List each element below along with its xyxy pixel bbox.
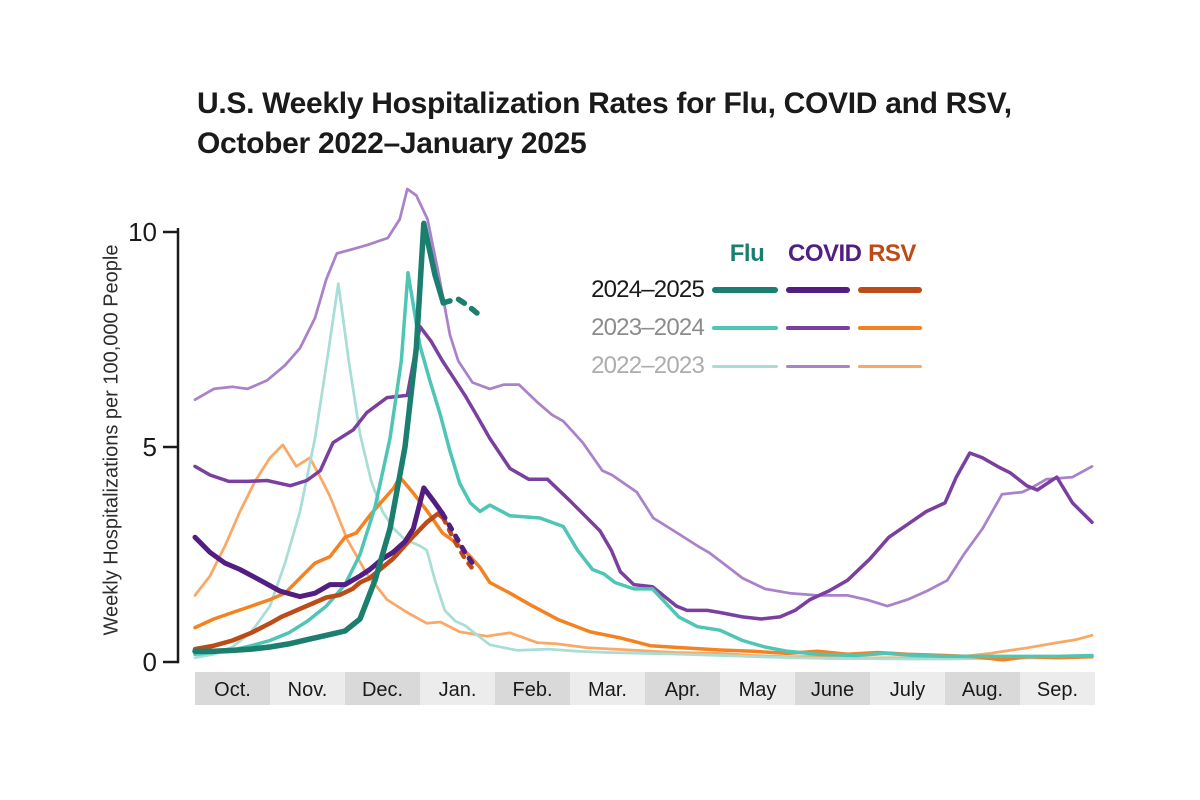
legend-swatch-rsv-2023-2024 xyxy=(858,326,922,330)
month-band-July xyxy=(870,672,945,705)
legend-row-label-2022-2023: 2022–2023 xyxy=(591,352,705,379)
month-label-Oct-: Oct. xyxy=(214,679,251,701)
legend-swatch-covid-2023-2024 xyxy=(786,326,850,330)
line-flu-2024-2025 xyxy=(192,220,447,655)
legend-swatch-covid-2022-2023 xyxy=(786,364,850,368)
month-band-May xyxy=(720,672,795,705)
month-label-May: May xyxy=(739,679,777,701)
legend-swatch-flu-2023-2024 xyxy=(712,326,778,330)
month-label-Jan-: Jan. xyxy=(439,679,477,701)
y-tick-label-5: 5 xyxy=(143,432,157,462)
month-label-Nov-: Nov. xyxy=(288,679,328,701)
legend-header-rsv: RSV xyxy=(868,240,916,267)
line-rsv-2024-2025 xyxy=(192,511,446,652)
month-label-Mar-: Mar. xyxy=(588,679,627,701)
line-covid-2024-2025 xyxy=(192,485,445,600)
month-band-Jan- xyxy=(420,672,495,705)
month-label-June: June xyxy=(811,679,854,701)
line-flu-2024-2025-dashed xyxy=(440,295,481,317)
legend-swatch-covid-2024-2025 xyxy=(786,287,850,293)
legend-row-label-2023-2024: 2023–2024 xyxy=(591,314,705,341)
month-band-Aug- xyxy=(945,672,1020,705)
month-band-Mar- xyxy=(570,672,645,705)
legend-swatch-flu-2022-2023 xyxy=(712,364,778,368)
legend-row-2024-2025: 2024–2025 xyxy=(558,276,922,303)
y-tick-label-10: 10 xyxy=(128,217,157,247)
legend-row-2022-2023: 2022–2023 xyxy=(558,352,922,379)
legend-row-label-2024-2025: 2024–2025 xyxy=(591,276,705,303)
legend-header-flu: Flu xyxy=(729,240,765,267)
month-band-Apr- xyxy=(645,672,720,705)
month-band-Dec- xyxy=(345,672,420,705)
line-covid-2023-2024 xyxy=(193,324,1094,621)
legend-column-headers: Flu COVID RSV xyxy=(714,240,924,268)
chart-title: U.S. Weekly Hospitalization Rates for Fl… xyxy=(197,84,1012,164)
month-label-Feb-: Feb. xyxy=(512,679,552,701)
line-covid-2022-2023 xyxy=(193,187,1094,608)
month-band-Feb- xyxy=(495,672,570,705)
y-tick-label-0: 0 xyxy=(143,647,157,677)
legend-row-2023-2024: 2023–2024 xyxy=(558,314,922,341)
legend-swatch-rsv-2022-2023 xyxy=(858,364,922,368)
legend-swatch-rsv-2024-2025 xyxy=(858,287,922,293)
month-label-Aug-: Aug. xyxy=(962,679,1003,701)
line-flu-2022-2023 xyxy=(193,282,1094,661)
month-band-Nov- xyxy=(270,672,345,705)
month-label-Apr-: Apr. xyxy=(665,679,701,701)
month-band-June xyxy=(795,672,870,705)
chart-title-line2: October 2022–January 2025 xyxy=(197,127,587,161)
month-label-July: July xyxy=(890,679,926,701)
month-band-Sep- xyxy=(1020,672,1095,705)
month-label-Sep-: Sep. xyxy=(1037,679,1078,701)
legend-header-covid: COVID xyxy=(788,240,862,267)
legend-swatch-flu-2024-2025 xyxy=(712,287,778,293)
month-band-Oct- xyxy=(195,672,270,705)
line-covid-2024-2025-dashed xyxy=(440,511,477,568)
chart-title-line1: U.S. Weekly Hospitalization Rates for Fl… xyxy=(197,87,1012,120)
month-label-Dec-: Dec. xyxy=(362,679,403,701)
